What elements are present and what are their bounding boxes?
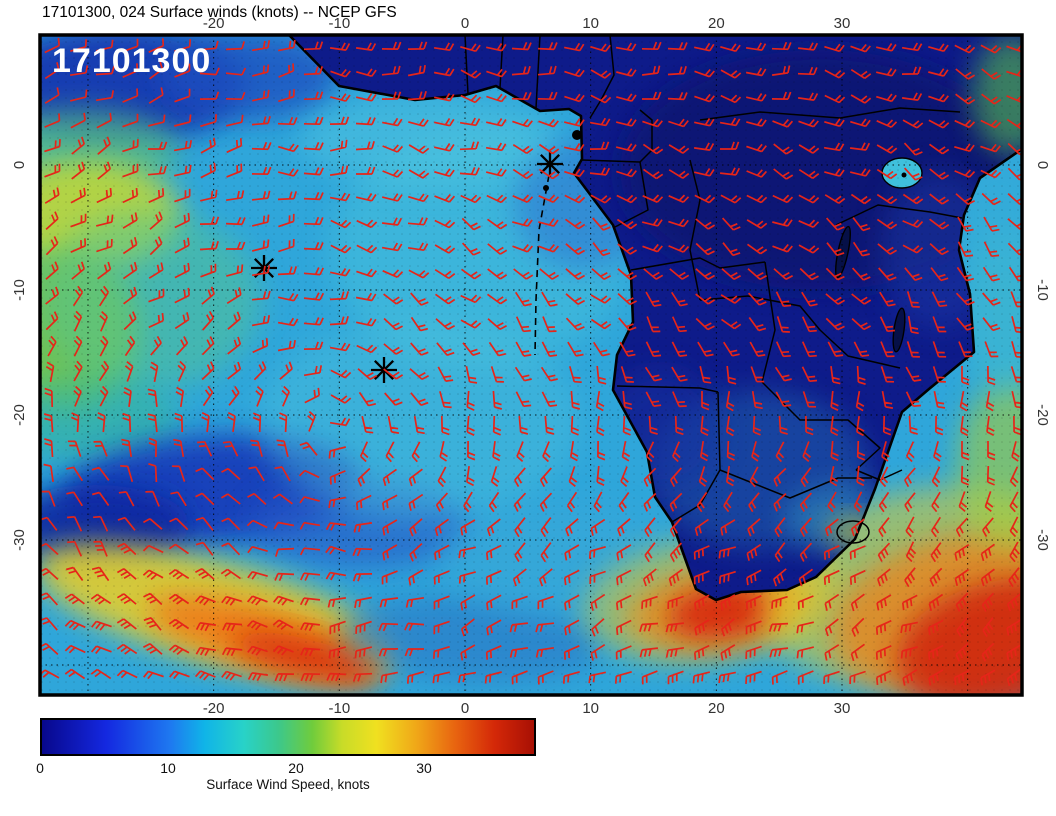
- figure-title: 17101300, 024 Surface winds (knots) -- N…: [42, 4, 397, 21]
- x-tick-label-top: 0: [461, 15, 469, 32]
- wind-barbs-layer: [40, 37, 1022, 687]
- run-timestamp-label: 17101300: [52, 42, 212, 80]
- y-tick-label-left: -30: [11, 529, 28, 551]
- map-frame: [38, 33, 1024, 697]
- x-tick-label-bottom: 30: [834, 700, 851, 717]
- y-tick-label-left: 0: [11, 161, 28, 169]
- y-tick-label-left: -20: [11, 404, 28, 426]
- colorbar-tick-label: 10: [160, 760, 176, 776]
- axis-labels: -20 -20 -10 -10 0 0 10 10 20 20 30 30 0 0 -10 -10 -20 -20…: [11, 15, 1051, 717]
- x-tick-label-bottom: 0: [461, 700, 469, 717]
- x-tick-label-bottom: -10: [328, 700, 350, 717]
- y-tick-label-left: -10: [11, 279, 28, 301]
- gridlines-layer: [40, 35, 1022, 695]
- colorbar-gradient: [40, 718, 536, 756]
- x-tick-label-bottom: 20: [708, 700, 725, 717]
- x-tick-label-bottom: -20: [203, 700, 225, 717]
- colorbar-tick-label: 30: [416, 760, 432, 776]
- colorbar-caption: Surface Wind Speed, knots: [206, 777, 370, 792]
- y-tick-label-right: 0: [1034, 161, 1051, 169]
- flight-track: [534, 174, 550, 356]
- colorbar-tick-label: 0: [36, 760, 44, 776]
- x-tick-label-bottom: 10: [582, 700, 599, 717]
- y-tick-label-right: -10: [1034, 279, 1051, 301]
- stipple-overlay: [40, 35, 1022, 695]
- asterisk-marker: [539, 153, 561, 175]
- x-tick-label-top: -20: [203, 15, 225, 32]
- x-tick-label-top: -10: [328, 15, 350, 32]
- y-tick-label-right: -20: [1034, 404, 1051, 426]
- x-tick-label-top: 10: [582, 15, 599, 32]
- x-tick-label-top: 20: [708, 15, 725, 32]
- colorbar-tick-label: 20: [288, 760, 304, 776]
- x-tick-label-top: 30: [834, 15, 851, 32]
- y-tick-label-right: -30: [1034, 529, 1051, 551]
